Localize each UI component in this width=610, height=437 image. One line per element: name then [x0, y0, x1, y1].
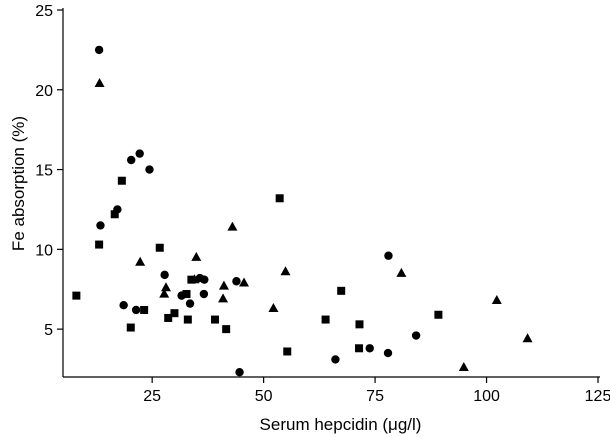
square-point	[275, 194, 284, 203]
triangle-point	[396, 267, 407, 277]
square-point	[283, 347, 292, 356]
circle-point	[185, 299, 195, 308]
axes	[62, 8, 600, 378]
circle-point	[199, 289, 209, 299]
triangle-point	[268, 302, 279, 312]
circle-point	[200, 275, 209, 284]
triangle-point	[191, 251, 202, 261]
triangle-point	[218, 280, 229, 290]
square-point	[126, 323, 135, 332]
square-point	[355, 344, 364, 353]
data-points	[72, 45, 533, 377]
x-ticks: 25 50 75 100 125	[143, 377, 610, 405]
square-point	[355, 320, 364, 329]
y-tick-label: 15	[35, 163, 53, 180]
circle-point	[127, 155, 136, 165]
circle-point	[411, 331, 421, 340]
triangle-point	[491, 295, 502, 305]
square-point	[222, 325, 231, 334]
square-point	[140, 305, 149, 314]
square-point	[321, 315, 330, 324]
triangle-point	[159, 288, 170, 298]
square-point	[182, 290, 191, 299]
y-tick-label: 10	[35, 242, 53, 259]
x-axis-title: Serum hepcidin (μg/l)	[260, 415, 422, 434]
x-tick-label: 125	[585, 388, 610, 405]
square-point	[434, 310, 443, 319]
square-point	[211, 315, 220, 324]
triangle-point	[135, 256, 146, 266]
square-point	[95, 240, 104, 249]
triangle-point	[160, 282, 171, 292]
triangle-point	[239, 277, 250, 287]
circle-point	[96, 221, 105, 230]
y-tick-label: 20	[35, 83, 53, 100]
triangle-point	[94, 78, 105, 87]
circle-point	[383, 348, 393, 358]
x-tick-label: 75	[366, 388, 384, 405]
square-point	[110, 210, 119, 219]
circle-point	[135, 149, 144, 158]
circle-point	[384, 251, 393, 260]
y-ticks: 5 10 15 20 25	[35, 3, 63, 339]
square-point	[187, 275, 196, 284]
x-tick-label: 50	[255, 388, 273, 405]
square-point	[155, 243, 164, 252]
triangle-point	[522, 333, 533, 343]
circle-point	[145, 165, 154, 174]
x-tick-label: 25	[143, 388, 161, 405]
square-point	[72, 291, 81, 300]
circle-point	[331, 355, 340, 364]
y-tick-label: 25	[35, 3, 53, 20]
square-point	[117, 176, 126, 185]
y-tick-label: 5	[44, 322, 53, 339]
square-point	[164, 313, 173, 322]
square-point	[170, 309, 179, 318]
triangle-point	[218, 293, 229, 303]
y-axis-title: Fe absorption (%)	[9, 116, 28, 251]
x-tick-label: 100	[473, 388, 500, 405]
triangle-point	[458, 362, 469, 372]
square-point	[183, 315, 192, 324]
square-point	[337, 286, 346, 295]
circle-point	[365, 344, 374, 353]
circle-point	[119, 300, 128, 310]
triangle-point	[227, 221, 238, 231]
circle-point	[160, 270, 169, 280]
triangle-point	[189, 274, 200, 284]
circle-point	[94, 45, 104, 55]
circle-point	[235, 368, 244, 377]
circle-point	[131, 305, 141, 315]
circle-point	[232, 277, 241, 286]
triangle-point	[280, 266, 291, 276]
